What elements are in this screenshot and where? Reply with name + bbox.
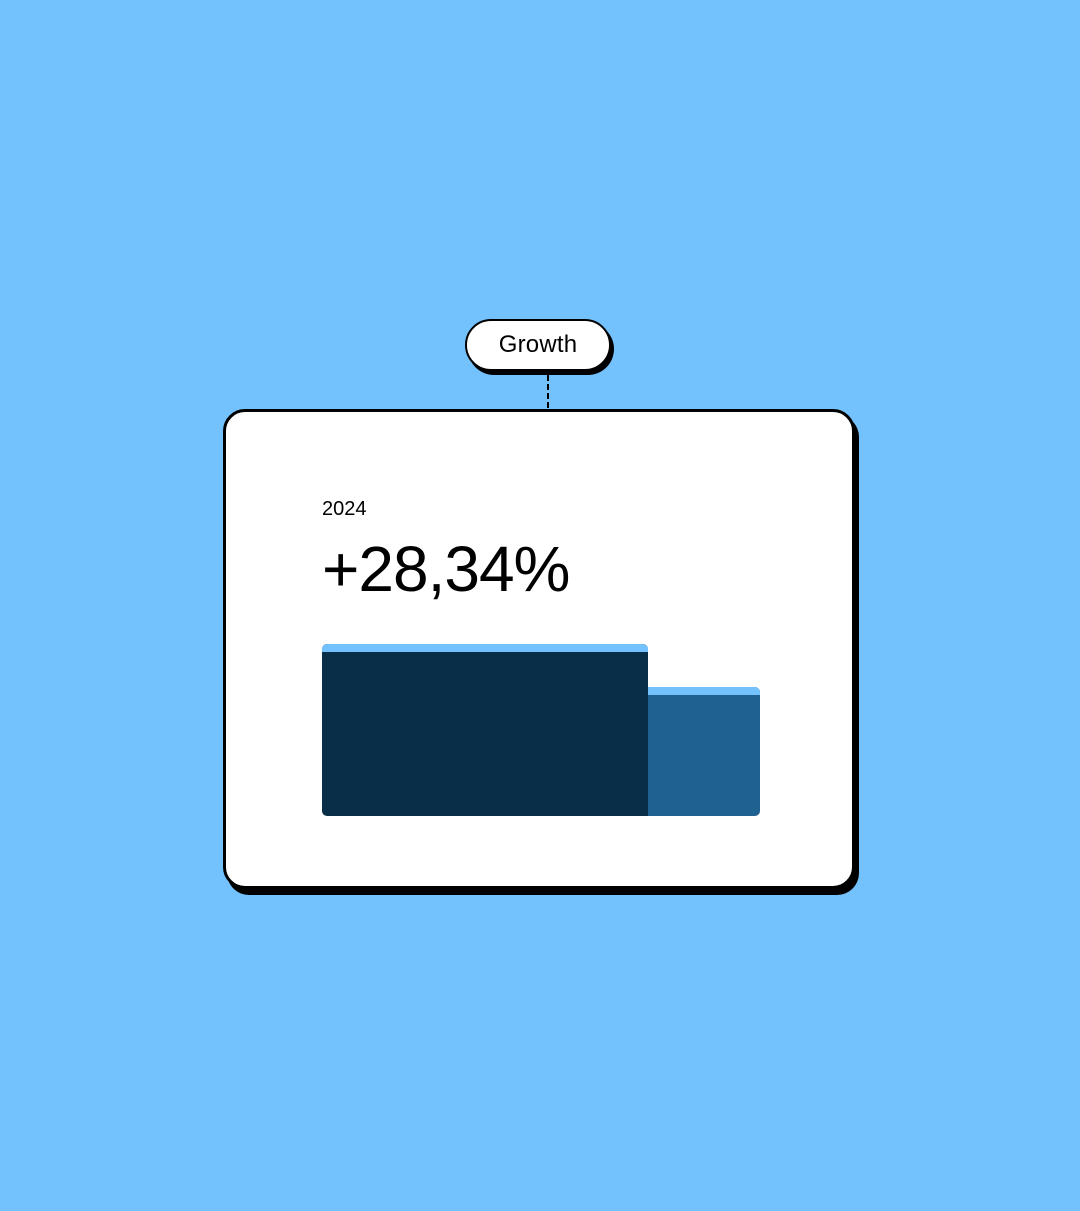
growth-bars [322, 640, 760, 816]
bar-primary [322, 644, 648, 816]
growth-value: +28,34% [322, 533, 570, 605]
growth-tag: Growth [465, 319, 611, 371]
dashed-connector [547, 375, 549, 408]
bar-secondary [648, 687, 760, 816]
bar-secondary-cap [648, 687, 760, 695]
bar-primary-cap [322, 644, 648, 652]
growth-card: 2024 +28,34% [223, 409, 855, 889]
year-label: 2024 [322, 498, 367, 520]
growth-tag-label: Growth [498, 331, 578, 358]
